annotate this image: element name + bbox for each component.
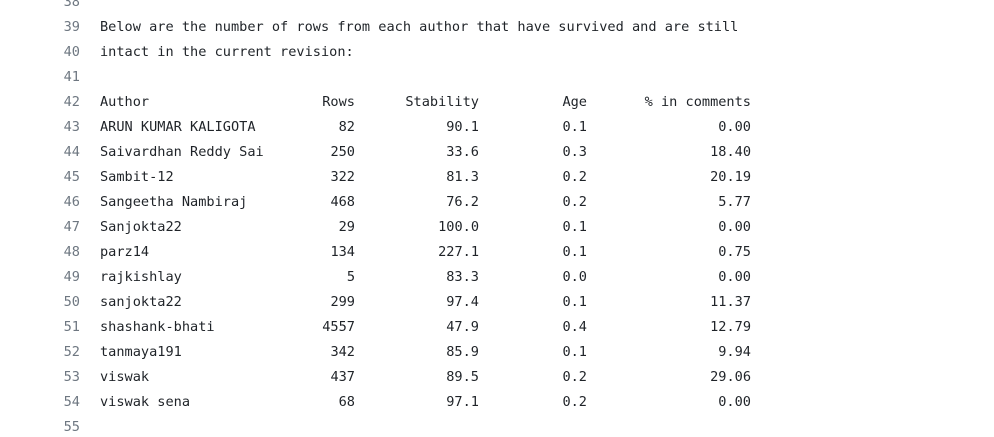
table-cell: 0.1 xyxy=(562,243,587,260)
line-number: 49 xyxy=(63,268,80,285)
table-cell: 0.2 xyxy=(562,193,587,210)
table-cell: 68 xyxy=(338,393,355,410)
table-cell: ARUN KUMAR KALIGOTA xyxy=(100,118,256,135)
table-cell: 11.37 xyxy=(710,293,751,310)
table-cell: 0.4 xyxy=(562,318,587,335)
table-cell: sanjokta22 xyxy=(100,293,182,310)
table-cell: 76.2 xyxy=(446,193,479,210)
table-cell: 33.6 xyxy=(446,143,479,160)
table-cell: 97.4 xyxy=(446,293,479,310)
table-cell: 4557 xyxy=(322,318,355,335)
table-cell: Sambit-12 xyxy=(100,168,174,185)
table-cell: parz14 xyxy=(100,243,150,260)
line-number: 38 xyxy=(63,0,80,10)
table-cell: 0.1 xyxy=(562,293,587,310)
table-cell: 0.1 xyxy=(562,218,587,235)
table-cell: Stability xyxy=(405,93,479,110)
table-cell: 134 xyxy=(330,243,355,260)
line-number: 53 xyxy=(63,368,80,385)
table-cell: 322 xyxy=(330,168,355,185)
table-cell: Sangeetha Nambiraj xyxy=(100,193,248,210)
table-cell: 0.2 xyxy=(562,368,587,385)
table-cell: 0.00 xyxy=(718,118,751,135)
line-number: 44 xyxy=(63,143,80,160)
line-number: 50 xyxy=(63,293,80,310)
table-cell: 437 xyxy=(330,368,355,385)
table-cell: 227.1 xyxy=(438,243,479,260)
line-number: 41 xyxy=(63,68,80,85)
table-cell: Sanjokta22 xyxy=(100,218,182,235)
table-cell: 0.00 xyxy=(718,393,751,410)
table-cell: Rows xyxy=(322,93,355,110)
table-cell: 100.0 xyxy=(438,218,479,235)
table-cell: 250 xyxy=(330,143,355,160)
table-cell: 468 xyxy=(330,193,355,210)
line-number: 54 xyxy=(63,393,80,410)
table-cell: 342 xyxy=(330,343,355,360)
table-cell: 299 xyxy=(330,293,355,310)
line-number: 45 xyxy=(63,168,80,185)
text-line: Below are the number of rows from each a… xyxy=(100,18,739,35)
table-cell: 9.94 xyxy=(718,343,751,360)
line-number: 48 xyxy=(63,243,80,260)
table-cell: 0.2 xyxy=(562,168,587,185)
table-cell: Saivardhan Reddy Sai xyxy=(100,143,264,160)
table-cell: 82 xyxy=(338,118,355,135)
line-number: 47 xyxy=(63,218,80,235)
table-cell: 29 xyxy=(338,218,355,235)
table-cell: viswak sena xyxy=(100,393,191,410)
table-cell: 20.19 xyxy=(710,168,751,185)
table-cell: 81.3 xyxy=(446,168,479,185)
table-cell: shashank-bhati xyxy=(100,318,215,335)
line-number: 39 xyxy=(63,18,80,35)
line-number: 46 xyxy=(63,193,80,210)
table-cell: 0.1 xyxy=(562,343,587,360)
line-number: 52 xyxy=(63,343,80,360)
table-cell: 0.00 xyxy=(718,268,751,285)
table-cell: 0.3 xyxy=(562,143,587,160)
table-cell: 0.1 xyxy=(562,118,587,135)
table-cell: 5 xyxy=(346,268,355,285)
table-cell: 0.00 xyxy=(718,218,751,235)
table-cell: 0.0 xyxy=(562,268,587,285)
table-cell: 12.79 xyxy=(710,318,751,335)
table-cell: tanmaya191 xyxy=(100,343,182,360)
table-cell: 89.5 xyxy=(446,368,479,385)
table-cell: 97.1 xyxy=(446,393,479,410)
line-number: 51 xyxy=(63,318,80,335)
table-cell: 18.40 xyxy=(710,143,751,160)
table-cell: 29.06 xyxy=(710,368,751,385)
table-cell: rajkishlay xyxy=(100,268,182,285)
line-number: 43 xyxy=(63,118,80,135)
table-cell: % in comments xyxy=(644,93,751,110)
line-number: 40 xyxy=(63,43,80,60)
table-cell: 0.2 xyxy=(562,393,587,410)
table-cell: 47.9 xyxy=(446,318,479,335)
line-number: 42 xyxy=(63,93,80,110)
table-cell: Age xyxy=(562,93,587,110)
table-cell: 5.77 xyxy=(718,193,751,210)
table-cell: Author xyxy=(100,93,150,110)
table-cell: 85.9 xyxy=(446,343,479,360)
table-cell: 0.75 xyxy=(718,243,751,260)
text-line: intact in the current revision: xyxy=(100,43,354,60)
table-cell: viswak xyxy=(100,368,150,385)
line-number: 55 xyxy=(63,418,80,435)
table-cell: 83.3 xyxy=(446,268,479,285)
table-cell: 90.1 xyxy=(446,118,479,135)
